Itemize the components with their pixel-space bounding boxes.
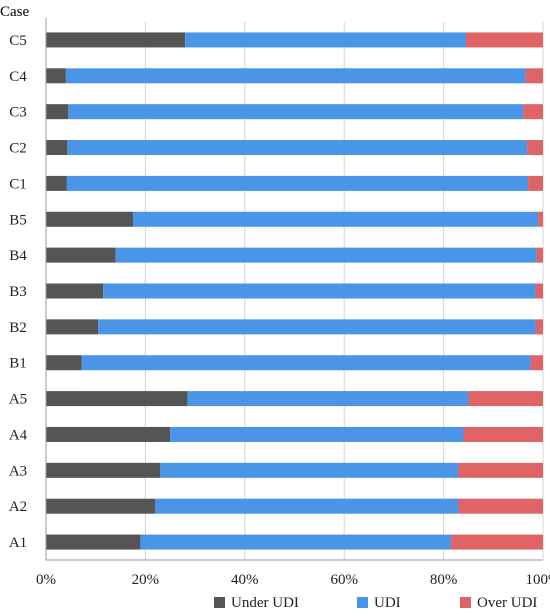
y-tick-label: C1 — [9, 176, 27, 192]
legend-label: UDI — [374, 595, 401, 611]
y-axis-label: Case — [0, 4, 30, 20]
legend-swatch — [214, 597, 225, 608]
bar-udi-c1 — [66, 175, 529, 191]
bar-under-udi-b3 — [46, 283, 104, 299]
bars — [46, 32, 543, 550]
x-tick-label: 40% — [231, 572, 259, 588]
bar-over-udi-a4 — [463, 426, 543, 442]
x-tick-label: 80% — [430, 572, 458, 588]
bar-udi-b2 — [98, 319, 536, 335]
bar-over-udi-a3 — [458, 462, 543, 478]
bar-under-udi-a4 — [46, 426, 171, 442]
bar-udi-a4 — [170, 426, 464, 442]
bar-over-udi-b1 — [530, 355, 543, 371]
bar-udi-b4 — [115, 247, 537, 263]
legend-item-over-udi: Over UDI — [460, 595, 537, 611]
bar-over-udi-c1 — [528, 175, 543, 191]
y-tick-label: A1 — [9, 535, 27, 551]
legend-label: Under UDI — [231, 595, 299, 611]
bar-udi-a3 — [160, 462, 459, 478]
bar-udi-c4 — [65, 68, 526, 84]
bar-udi-a2 — [155, 498, 459, 514]
y-tick-label: C3 — [9, 105, 27, 121]
bar-under-udi-c3 — [46, 104, 69, 120]
bar-over-udi-c3 — [523, 104, 543, 120]
bar-over-udi-b2 — [535, 319, 543, 335]
legend-label: Over UDI — [477, 595, 537, 611]
y-tick-label: B4 — [9, 248, 27, 264]
legend-swatch — [460, 597, 471, 608]
bar-udi-c5 — [185, 32, 466, 48]
bar-under-udi-b2 — [46, 319, 99, 335]
bar-udi-b1 — [81, 355, 531, 371]
y-tick-label: B5 — [9, 212, 27, 228]
x-tick-label: 100% — [526, 572, 550, 588]
y-tick-label: B1 — [9, 356, 27, 372]
y-tick-label: C5 — [9, 33, 27, 49]
y-tick-label: C2 — [9, 141, 27, 157]
bar-under-udi-a3 — [46, 462, 161, 478]
bar-udi-c2 — [67, 140, 528, 156]
y-tick-label: C4 — [9, 69, 27, 85]
legend-item-under-udi: Under UDI — [214, 595, 299, 611]
bar-under-udi-a5 — [46, 391, 188, 407]
y-tick-label: B3 — [9, 284, 27, 300]
bar-udi-c3 — [68, 104, 524, 120]
bar-under-udi-c4 — [46, 68, 66, 84]
bar-under-udi-c1 — [46, 175, 67, 191]
legend-item-udi: UDI — [357, 595, 401, 611]
bar-over-udi-c2 — [527, 140, 543, 156]
legend-swatch — [357, 597, 368, 608]
bar-under-udi-b5 — [46, 211, 133, 227]
axes — [45, 18, 543, 561]
bar-under-udi-a2 — [46, 498, 156, 514]
x-tick-labels: 0% 20% 40% 60% 80% 100% — [36, 572, 550, 588]
legend: Under UDI UDI Over UDI — [214, 595, 537, 611]
y-tick-labels: C5 C4 C3 C2 C1 B5 B4 B3 B2 B1 A5 A4 A3 A2 A1 — [9, 33, 28, 551]
bar-under-udi-c2 — [46, 140, 68, 156]
bar-udi-b5 — [132, 211, 539, 227]
bar-under-udi-a1 — [46, 534, 141, 550]
bar-over-udi-b3 — [535, 283, 543, 299]
bar-udi-a5 — [187, 391, 469, 407]
bar-under-udi-c5 — [46, 32, 186, 48]
bar-over-udi-b4 — [536, 247, 543, 263]
bar-over-udi-b5 — [538, 211, 543, 227]
bar-under-udi-b4 — [46, 247, 116, 263]
y-tick-label: A4 — [9, 427, 28, 443]
bar-udi-a1 — [140, 534, 452, 550]
bar-over-udi-a2 — [458, 498, 543, 514]
bar-udi-b3 — [103, 283, 536, 299]
bar-over-udi-c4 — [525, 68, 543, 84]
bar-over-udi-a5 — [468, 391, 543, 407]
y-tick-label: A2 — [9, 499, 27, 515]
y-tick-label: B2 — [9, 320, 27, 336]
bar-over-udi-a1 — [451, 534, 543, 550]
y-tick-label: A5 — [9, 392, 27, 408]
x-tick-label: 0% — [36, 572, 56, 588]
x-tick-label: 20% — [132, 572, 160, 588]
bar-under-udi-b1 — [46, 355, 82, 371]
bar-over-udi-c5 — [465, 32, 543, 48]
x-tick-label: 60% — [330, 572, 358, 588]
y-tick-label: A3 — [9, 463, 27, 479]
